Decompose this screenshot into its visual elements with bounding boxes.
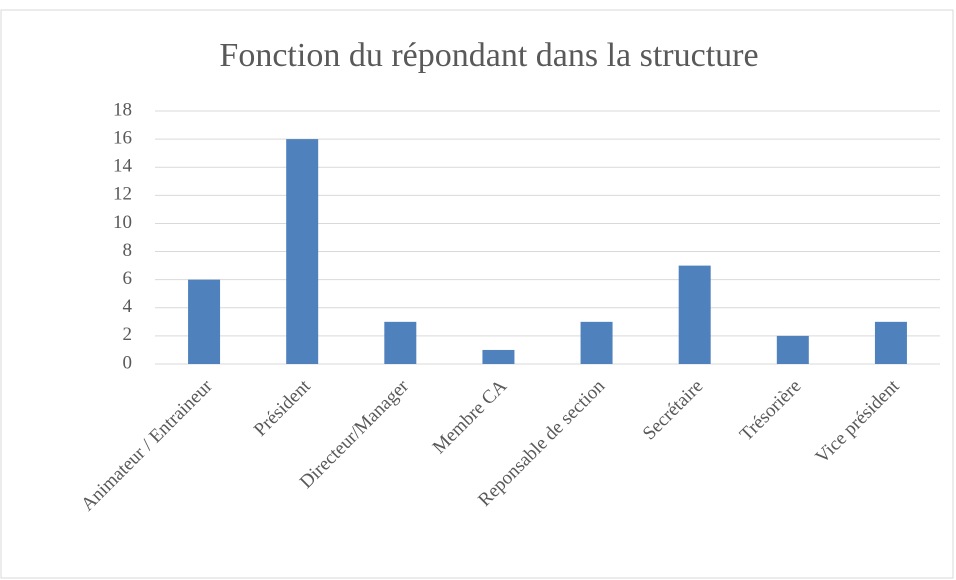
y-tick-label: 10 [113,212,132,233]
bar [188,279,221,364]
y-tick-label: 16 [113,127,132,148]
bar [580,321,613,364]
bar [286,139,319,364]
chart-border [0,9,954,579]
bar [482,349,515,364]
chart-title: Fonction du répondant dans la structure [219,37,758,74]
bar [776,335,809,364]
y-tick-label: 0 [123,352,133,373]
y-tick-label: 6 [123,268,133,289]
y-tick-label: 8 [123,240,133,261]
bar [874,321,907,364]
y-tick-label: 4 [123,296,133,317]
y-tick-label: 14 [113,156,133,177]
bar [384,321,417,364]
bar [678,265,711,364]
y-tick-label: 2 [123,324,133,345]
y-tick-label: 12 [113,184,132,205]
y-tick-label: 18 [113,99,132,120]
